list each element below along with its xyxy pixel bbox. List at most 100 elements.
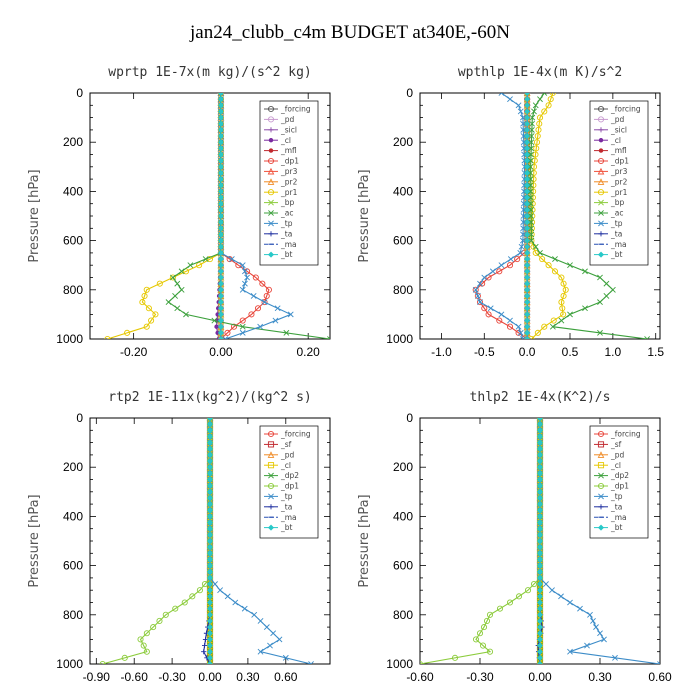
data-point bbox=[519, 336, 526, 339]
data-point bbox=[239, 286, 246, 293]
series-bt bbox=[206, 418, 214, 664]
data-point bbox=[206, 418, 214, 422]
legend-item: _bp bbox=[264, 198, 295, 207]
legend-item: _tp bbox=[264, 219, 293, 228]
data-point bbox=[517, 108, 524, 115]
legend-label: _cl bbox=[610, 461, 621, 470]
data-point bbox=[232, 599, 239, 606]
data-point bbox=[644, 336, 651, 339]
legend-label: _pd bbox=[280, 115, 295, 124]
data-point bbox=[536, 458, 544, 465]
legend-label: _bt bbox=[610, 250, 623, 259]
legend-label: _ta bbox=[610, 502, 622, 511]
figure-title: jan24_clubb_c4m BUDGET at340E,-60N bbox=[189, 22, 510, 43]
data-point bbox=[521, 145, 527, 152]
data-point bbox=[536, 648, 544, 655]
data-point bbox=[536, 617, 544, 624]
data-point bbox=[239, 323, 246, 330]
series-ac bbox=[527, 93, 651, 339]
data-point bbox=[481, 305, 488, 312]
data-point bbox=[206, 488, 214, 495]
data-point bbox=[536, 525, 544, 532]
legend-label: _dp1 bbox=[280, 157, 299, 166]
data-point bbox=[529, 114, 536, 121]
data-point bbox=[657, 661, 660, 664]
legend-label: _dp1 bbox=[610, 482, 629, 491]
data-point bbox=[217, 299, 224, 306]
data-point bbox=[217, 126, 224, 133]
legend-marker bbox=[267, 157, 275, 165]
legend-item: _ma bbox=[594, 513, 627, 522]
data-point bbox=[507, 317, 513, 324]
x-tick-label: -0.20 bbox=[120, 345, 148, 359]
legend-marker bbox=[268, 220, 274, 227]
legend-label: _pr2 bbox=[610, 177, 628, 186]
legend-label: _sicl bbox=[280, 125, 297, 134]
data-point bbox=[201, 642, 208, 649]
data-point bbox=[282, 654, 289, 661]
legend-item: _cl bbox=[594, 461, 621, 470]
data-point bbox=[183, 311, 189, 318]
series-layer bbox=[420, 418, 660, 664]
data-point bbox=[217, 280, 224, 287]
legend-item: _bt bbox=[594, 523, 623, 532]
data-point bbox=[207, 661, 213, 664]
data-point bbox=[169, 274, 176, 281]
series-line bbox=[220, 93, 270, 339]
data-point bbox=[206, 433, 214, 440]
data-point bbox=[524, 206, 531, 213]
data-point bbox=[567, 311, 573, 318]
data-point bbox=[206, 574, 214, 581]
y-tick-label: 1000 bbox=[56, 657, 83, 671]
data-point bbox=[567, 262, 573, 269]
data-point bbox=[524, 108, 531, 115]
data-point bbox=[206, 581, 214, 588]
data-point bbox=[533, 139, 541, 146]
data-point bbox=[524, 96, 531, 103]
data-point bbox=[206, 525, 214, 532]
data-point bbox=[206, 636, 214, 643]
data-point bbox=[528, 151, 534, 158]
data-point bbox=[489, 268, 496, 275]
data-point bbox=[536, 544, 544, 551]
data-point bbox=[528, 139, 535, 146]
data-point bbox=[480, 624, 488, 631]
data-point bbox=[560, 292, 567, 300]
legend-item: _dp2 bbox=[264, 471, 299, 480]
legend-item: _sf bbox=[264, 440, 292, 449]
data-point bbox=[217, 212, 224, 220]
data-point bbox=[174, 280, 181, 287]
data-point bbox=[206, 550, 214, 557]
data-point bbox=[143, 648, 150, 655]
data-point bbox=[536, 470, 544, 477]
legend-marker bbox=[598, 138, 604, 143]
data-point bbox=[145, 305, 152, 312]
data-point bbox=[593, 624, 599, 631]
legend-label: _forcing bbox=[610, 430, 641, 439]
data-point bbox=[217, 93, 224, 96]
series-layer bbox=[99, 418, 314, 664]
legend: _forcing_sf_pd _cl_dp2 _dp1_tp_ta _ma_bt bbox=[259, 425, 319, 539]
data-point bbox=[217, 151, 224, 158]
data-point bbox=[224, 593, 231, 600]
data-point bbox=[524, 93, 531, 97]
y-tick-label: 0 bbox=[406, 411, 413, 425]
data-point bbox=[104, 335, 111, 339]
x-tick-label: 1.5 bbox=[647, 345, 664, 359]
data-point bbox=[532, 249, 539, 256]
data-point bbox=[206, 451, 214, 458]
data-point bbox=[530, 581, 538, 588]
legend-item: _pr2 bbox=[594, 177, 628, 186]
data-point bbox=[536, 556, 544, 563]
data-point bbox=[536, 513, 544, 520]
legend-item: _pd bbox=[594, 115, 625, 124]
data-point bbox=[259, 280, 266, 287]
legend-label: _tp bbox=[280, 492, 293, 501]
legend-marker bbox=[598, 493, 604, 500]
data-point bbox=[156, 280, 163, 287]
data-point bbox=[124, 329, 131, 336]
data-point bbox=[496, 605, 504, 612]
legend: _forcing_pd_sicl_cl_mfl_dp1_pr3_pr2_pr1_… bbox=[259, 100, 319, 266]
data-point bbox=[524, 268, 531, 275]
legend-item: _dp2 bbox=[594, 471, 629, 480]
